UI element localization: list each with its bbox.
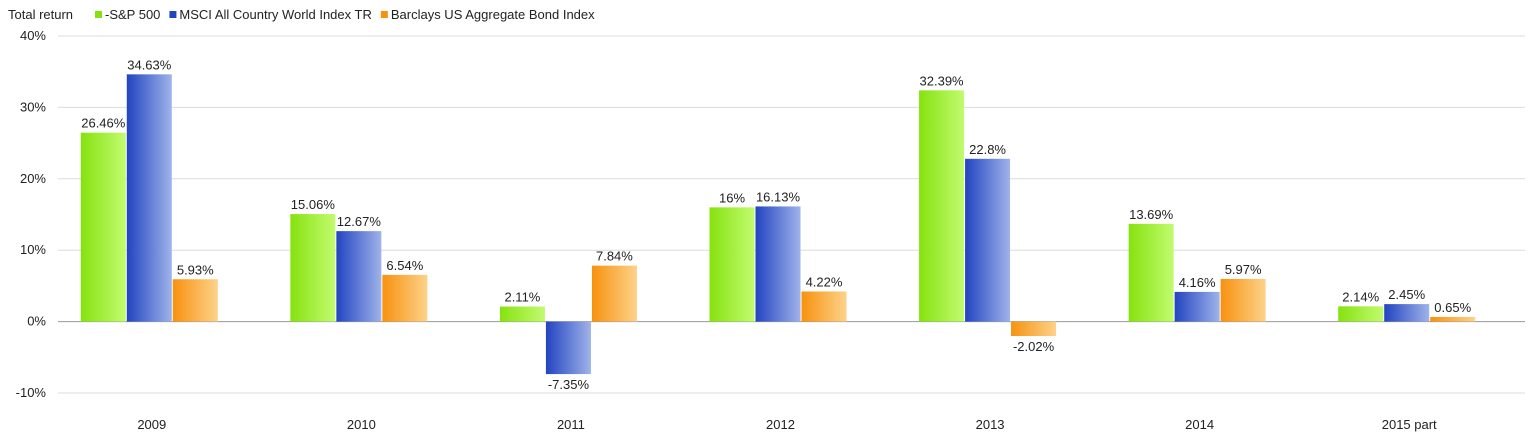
data-label: 7.84% [596, 249, 633, 264]
legend-swatch [169, 11, 177, 18]
data-label: 5.97% [1225, 262, 1262, 277]
data-label: 2.14% [1342, 289, 1379, 304]
x-tick-label: 2010 [347, 417, 376, 432]
x-tick-label: 2014 [1185, 417, 1214, 432]
legend-label: -S&P 500 [105, 7, 160, 22]
bar [709, 207, 755, 322]
x-tick-label: 2013 [976, 417, 1005, 432]
legend: Total return -S&P 500 MSCI All Country Wo… [8, 7, 595, 22]
bar [919, 90, 965, 322]
bar [591, 265, 637, 322]
bar [965, 158, 1011, 322]
bar [499, 306, 545, 322]
y-tick-label: 40% [20, 28, 46, 43]
data-label: 13.69% [1129, 207, 1174, 222]
y-tick-label: 10% [20, 242, 46, 257]
bar [1011, 321, 1057, 337]
data-label: 34.63% [127, 57, 172, 72]
y-tick-label: 20% [20, 171, 46, 186]
legend-label: Barclays US Aggregate Bond Index [391, 7, 595, 22]
data-label: 22.8% [969, 142, 1006, 157]
bar [336, 231, 382, 322]
bar [545, 321, 591, 375]
bar [382, 274, 428, 322]
x-tick-label: 2012 [766, 417, 795, 432]
y-tick-label: -10% [16, 385, 47, 400]
x-tick-label: 2009 [137, 417, 166, 432]
bar [1338, 306, 1384, 322]
data-label: -2.02% [1013, 339, 1055, 354]
data-label: 16% [719, 190, 745, 205]
bar [801, 291, 847, 322]
y-tick-label: 0% [27, 314, 46, 329]
data-label: 32.39% [920, 73, 965, 88]
data-label: 0.65% [1434, 300, 1471, 315]
x-tick-label: 2011 [557, 417, 585, 432]
bar [755, 206, 801, 322]
data-label: 2.45% [1388, 287, 1425, 302]
data-label: 4.16% [1179, 275, 1216, 290]
legend-swatch [95, 11, 102, 18]
value-labels: 26.46% 15.06% 2.11% 16% 32.39% 13.69% 2.14% 34.… [81, 57, 1471, 392]
bar [1174, 291, 1220, 322]
bars [80, 74, 1476, 375]
data-label: 6.54% [386, 258, 423, 273]
bar [290, 214, 336, 322]
axis-ticks: -10% 0% 10% 20% 30% 40% 2009 2010 2011 2012 2013 20… [16, 28, 1437, 432]
data-label: 16.13% [756, 189, 801, 204]
data-label: 15.06% [291, 197, 336, 212]
data-label: 5.93% [177, 262, 214, 277]
legend-label: MSCI All Country World Index TR [179, 7, 371, 22]
bar [1128, 223, 1174, 322]
y-tick-label: 30% [20, 99, 46, 114]
data-label: -7.35% [548, 377, 590, 392]
x-tick-label: 2015 part [1382, 417, 1437, 432]
data-label: 2.11% [504, 290, 540, 305]
bar [1430, 316, 1476, 322]
data-label: 4.22% [806, 274, 843, 289]
y-axis-title: Total return [8, 7, 73, 22]
bar [1220, 278, 1266, 322]
bar [80, 132, 126, 322]
bar [126, 74, 172, 322]
data-label: 26.46% [81, 116, 126, 131]
bar [172, 279, 218, 322]
data-label: 12.67% [337, 214, 382, 229]
bar [1384, 304, 1430, 322]
legend-swatch [380, 11, 388, 18]
